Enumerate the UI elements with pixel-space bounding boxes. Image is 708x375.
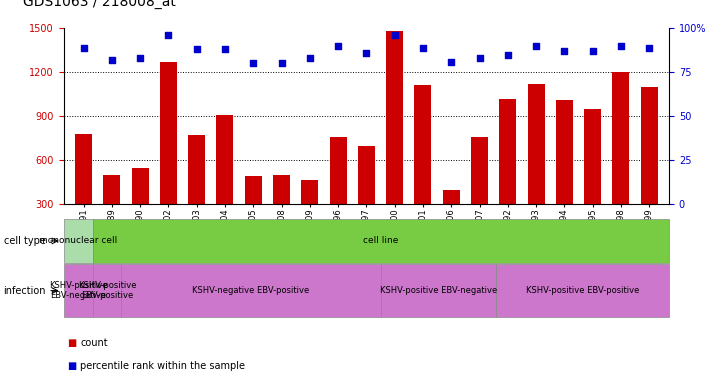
Point (644, 45, 655, 51)
Text: count: count (80, 338, 108, 348)
Bar (217, 115, 234, 249)
Text: cell line: cell line (363, 237, 399, 246)
Point (530, 43, 542, 49)
Point (135, 55, 146, 61)
Bar (245, 177, 262, 249)
Text: ■: ■ (67, 338, 76, 348)
Bar (386, 31, 403, 249)
Point (219, 46, 231, 52)
Bar (75, 134, 92, 249)
Bar (641, 87, 658, 249)
Text: KSHV-positive
EBV-negative: KSHV-positive EBV-negative (49, 281, 108, 300)
Text: mononuclear cell: mononuclear cell (39, 237, 118, 246)
Bar (414, 86, 431, 249)
Bar (527, 84, 544, 249)
Point (163, 32, 174, 38)
Bar (132, 168, 149, 249)
Bar (302, 180, 319, 249)
Bar (612, 72, 629, 249)
Bar (160, 62, 177, 249)
Text: KSHV-negative EBV-positive: KSHV-negative EBV-positive (193, 286, 309, 295)
Bar (358, 146, 375, 249)
Point (587, 48, 598, 54)
Bar (499, 99, 516, 249)
Point (106, 57, 118, 63)
Point (445, 58, 457, 64)
Text: ■: ■ (67, 361, 76, 370)
Point (248, 60, 259, 66)
Bar (188, 135, 205, 249)
Bar (273, 175, 290, 249)
Bar (442, 190, 459, 249)
Bar (556, 100, 573, 249)
Point (276, 60, 287, 66)
Bar (330, 137, 347, 249)
Bar (471, 137, 488, 249)
Text: GDS1063 / 218008_at: GDS1063 / 218008_at (23, 0, 176, 9)
Point (78, 45, 89, 51)
Point (615, 43, 627, 49)
Text: percentile rank within the sample: percentile rank within the sample (80, 361, 245, 370)
Bar (103, 175, 120, 249)
Text: KSHV-positive EBV-negative: KSHV-positive EBV-negative (379, 286, 497, 295)
Point (559, 48, 570, 54)
Point (333, 43, 344, 49)
Point (389, 32, 400, 38)
Point (417, 45, 428, 51)
Point (502, 52, 513, 58)
Point (191, 46, 202, 52)
Point (304, 55, 316, 61)
Point (360, 50, 372, 56)
Text: KSHV-positive
EBV-positive: KSHV-positive EBV-positive (78, 281, 136, 300)
Text: KSHV-positive EBV-positive: KSHV-positive EBV-positive (526, 286, 639, 295)
Text: infection: infection (4, 286, 46, 296)
Text: cell type: cell type (4, 236, 45, 246)
Point (474, 55, 485, 61)
Bar (584, 109, 601, 249)
